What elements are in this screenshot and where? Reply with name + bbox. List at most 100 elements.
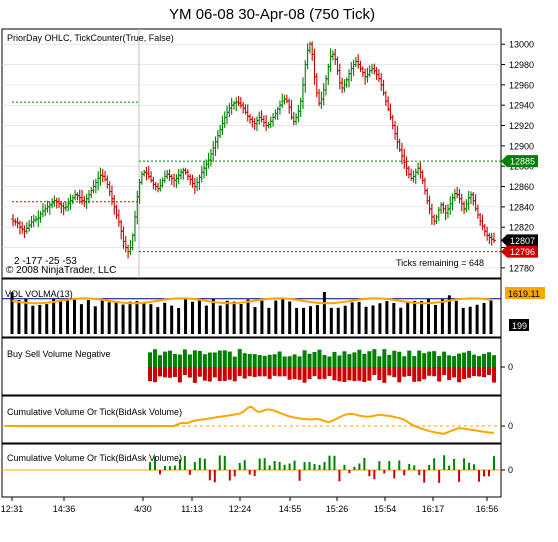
price-marker: 12796	[501, 245, 538, 258]
sell-volume-bar	[292, 367, 297, 380]
tick-bar	[233, 470, 236, 477]
tick-bar	[203, 458, 206, 470]
tick-bar	[448, 465, 451, 470]
sell-volume-bar	[462, 367, 467, 380]
tick-bar	[253, 470, 256, 476]
tick-bar	[428, 464, 431, 470]
buy-volume-bar	[177, 354, 182, 367]
tick-bar	[348, 470, 351, 474]
tick-bar	[418, 470, 421, 476]
volume-bar	[31, 305, 35, 334]
tick-bar	[433, 458, 436, 470]
volume-bar	[399, 307, 403, 334]
price-marker: 12885	[501, 155, 538, 168]
tick-bar	[158, 470, 161, 475]
sell-volume-bar	[417, 367, 422, 382]
time-axis-label: 14:36	[53, 504, 76, 514]
ohlc-bar	[492, 232, 496, 243]
buy-volume-bar	[437, 355, 442, 367]
sell-volume-bar	[387, 367, 392, 376]
buy-volume-bar	[387, 354, 392, 367]
tick-bar	[153, 456, 156, 470]
tick-bar	[208, 470, 211, 481]
price-axis-label: 12940	[509, 101, 534, 111]
sell-volume-bar	[472, 367, 477, 376]
tick-bar	[323, 462, 326, 470]
sell-volume-bar	[322, 367, 327, 379]
sell-volume-bar	[342, 367, 347, 382]
tick-bar	[263, 458, 266, 470]
tick-bar	[173, 465, 176, 470]
tick-bar	[398, 460, 401, 470]
sell-volume-bar	[402, 367, 407, 377]
sell-volume-bar	[207, 367, 212, 382]
volume-bar	[392, 303, 396, 334]
price-panel-label: PriorDay OHLC, TickCounter(True, False)	[7, 33, 174, 43]
sell-volume-bar	[427, 367, 432, 376]
volume-bar	[315, 305, 319, 334]
price-axis-label: 12900	[509, 141, 534, 151]
time-axis-label: 16:17	[422, 504, 445, 514]
buy-volume-bar	[362, 353, 367, 367]
buy-volume-bar	[282, 356, 287, 367]
volume-bar	[24, 298, 28, 334]
buy-volume-bar	[152, 349, 157, 367]
buy-volume-bar	[162, 351, 167, 367]
price-axis-label: 12780	[509, 263, 534, 273]
buy-volume-bar	[197, 350, 202, 367]
tick-bar	[438, 470, 441, 483]
buy-volume-bar	[312, 351, 317, 367]
tick-bar	[383, 470, 386, 474]
buy-volume-bar	[247, 353, 252, 367]
price-marker-box	[501, 245, 538, 258]
buy-volume-bar	[227, 351, 232, 367]
buy-volume-bar	[472, 354, 477, 367]
ticks-remaining-text: Ticks remaining = 648	[396, 258, 484, 268]
sell-volume-bar	[177, 367, 182, 383]
sell-volume-bar	[357, 367, 362, 381]
buy-volume-bar	[302, 350, 307, 367]
volma-value-label: 1619.11	[508, 289, 540, 299]
volume-bar	[128, 301, 132, 334]
buy-volume-bar	[367, 351, 372, 367]
tick-bar	[218, 455, 221, 470]
price-axis-label: 13000	[509, 40, 534, 50]
buy-volume-bar	[477, 356, 482, 367]
tick-bar	[343, 464, 346, 470]
tick-bar	[463, 458, 466, 470]
sell-volume-bar	[482, 367, 487, 378]
cumvol-bar-panel: Cumulative Volume Or Tick(BidAsk Volume)…	[1, 443, 513, 498]
volume-bar	[218, 305, 222, 334]
buy-volume-bar	[487, 352, 492, 367]
volume-bar	[295, 307, 299, 334]
volume-bar	[225, 300, 229, 334]
cumvol-zero-label: 0	[508, 421, 513, 431]
tick-bar	[293, 460, 296, 470]
tick-bar	[333, 455, 336, 470]
sell-volume-bar	[367, 367, 372, 381]
volume-bar	[211, 298, 215, 334]
tick-bar	[478, 470, 481, 482]
volume-bar	[385, 301, 389, 334]
sell-volume-bar	[452, 367, 457, 378]
tick-bar	[313, 463, 316, 470]
cumvol-tick-bars	[2, 455, 501, 483]
time-axis-label: 16:56	[476, 504, 499, 514]
cumvol-bar-zero-label: 0	[508, 465, 513, 475]
volume-bar	[413, 300, 417, 334]
buy-volume-bar	[457, 353, 462, 367]
prior-values-text: 2 -177 -25 -53	[14, 256, 77, 267]
price-marker-label: 12807	[510, 236, 535, 246]
buy-volume-bar	[207, 352, 212, 367]
volume-bar	[239, 304, 243, 334]
tick-bar	[423, 470, 426, 483]
sell-volume-bar	[187, 367, 192, 378]
buy-volume-bar	[492, 355, 496, 367]
buy-volume-bar	[292, 354, 297, 367]
price-panel-frame	[1, 28, 502, 279]
sell-volume-bar	[437, 367, 442, 382]
volume-bar	[93, 306, 97, 334]
volume-bar	[440, 299, 444, 334]
